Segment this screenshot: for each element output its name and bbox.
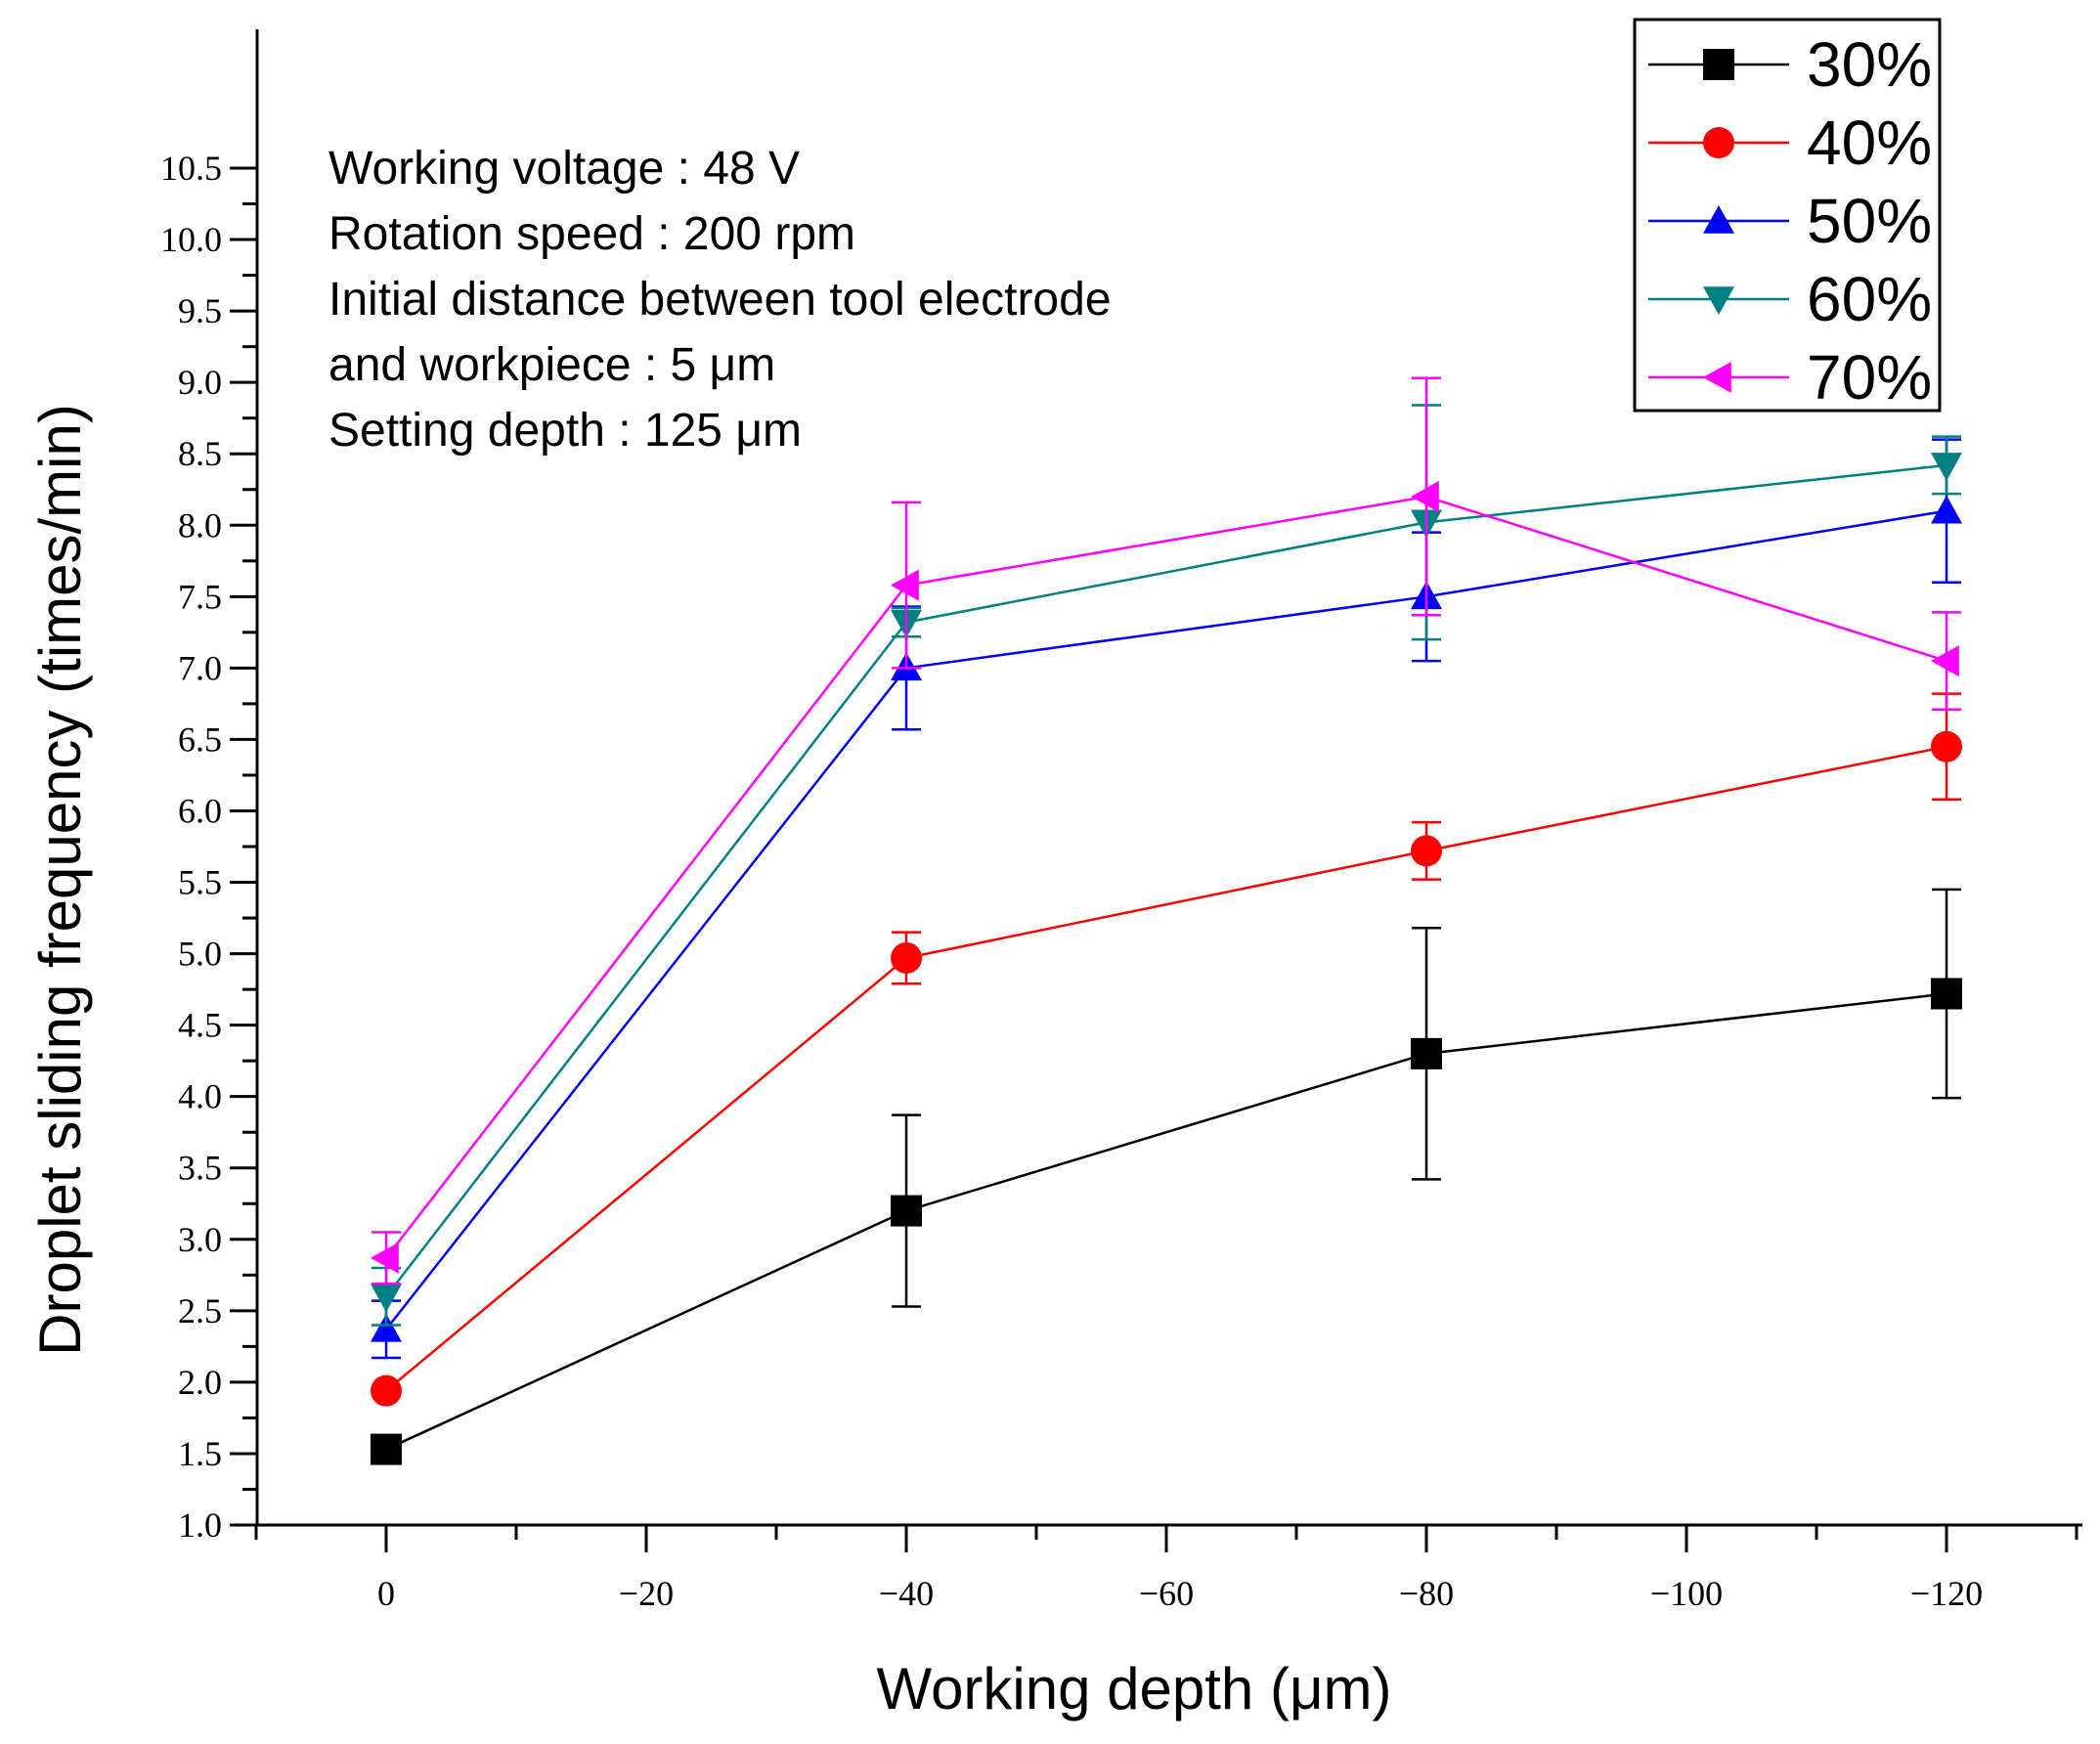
x-axis-title: Working depth (μm) [877,1656,1392,1722]
x-tick-label: −20 [619,1574,674,1613]
y-axis-title: Droplet sliding frequency (times/min) [27,404,93,1356]
y-tick-label: 9.0 [178,363,222,402]
data-point [1411,835,1442,867]
series-50pct [371,438,1962,1360]
legend-marker [1703,362,1731,393]
y-tick-label: 7.0 [178,648,222,687]
x-tick-label: −100 [1650,1574,1723,1613]
legend-label: 40% [1807,108,1932,178]
legend-marker [1703,205,1734,234]
legend-label: 30% [1807,29,1932,100]
data-point [371,1284,402,1313]
y-tick-label: 5.0 [178,935,222,974]
y-tick-label: 8.0 [178,505,222,545]
x-tick-label: −120 [1910,1574,1983,1613]
y-tick-label: 3.0 [178,1220,222,1259]
x-tick-label: −80 [1399,1574,1454,1613]
data-point [891,1195,922,1227]
series-40pct [371,692,1962,1407]
series-layer [371,376,1962,1465]
annotation-line: Setting depth : 125 μm [328,405,802,457]
legend-marker [1703,286,1734,315]
y-tick-label: 8.5 [178,434,222,473]
y-tick-label: 6.0 [178,791,222,830]
x-axis-ticks: 0 −20 −40 −60 −80 −100 −120 [254,1525,2078,1613]
data-point [891,569,919,601]
x-tick-label: 0 [377,1574,395,1613]
annotations: Working voltage : 48 V Rotation speed : 2… [328,143,1112,457]
annotation-line: and workpiece : 5 μm [328,339,775,391]
y-tick-label: 4.0 [178,1077,222,1116]
data-point [1931,645,1959,677]
y-tick-label: 7.5 [178,577,222,616]
data-point [1411,1037,1442,1069]
data-point [371,1433,402,1465]
series-line [385,509,1947,1330]
series-60pct [371,404,1962,1327]
y-tick-label: 5.5 [178,863,222,902]
data-point [1931,453,1962,481]
legend-marker [1703,127,1734,158]
y-tick-label: 1.5 [178,1434,222,1473]
data-point [371,1313,402,1342]
y-tick-label: 9.5 [178,291,222,330]
series-line [385,495,1947,1259]
y-tick-label: 2.0 [178,1363,222,1402]
series-line [385,463,1947,1297]
annotation-line: Initial distance between tool electrode [328,274,1112,326]
annotation-line: Working voltage : 48 V [328,143,800,195]
data-point [1411,481,1439,513]
legend-label: 70% [1807,342,1932,413]
y-tick-label: 10.0 [160,220,222,259]
y-tick-label: 3.5 [178,1149,222,1188]
y-tick-label: 1.0 [178,1505,222,1545]
series-70pct [371,376,1961,1286]
legend-label: 50% [1807,186,1932,256]
series-line [385,992,1947,1451]
legend-marker [1703,49,1734,80]
data-point [891,941,922,974]
x-tick-label: −40 [879,1574,934,1613]
data-point [1931,730,1962,763]
data-point [1931,978,1962,1010]
y-tick-label: 10.5 [160,149,222,188]
y-tick-label: 4.5 [178,1006,222,1045]
y-tick-label: 6.5 [178,719,222,759]
data-point [1931,495,1962,524]
annotation-line: Rotation speed : 200 rpm [328,208,855,260]
legend-box [1633,18,1942,413]
y-tick-label: 2.5 [178,1291,222,1330]
legend: 30% 40% 50% 60% 70% [1633,18,1942,413]
data-point [371,1242,399,1274]
data-point [371,1374,402,1407]
x-tick-label: −60 [1139,1574,1194,1613]
series-line [385,745,1947,1392]
legend-label: 60% [1807,264,1932,334]
y-axis-ticks: 1.0 1.5 2.0 2.5 3.0 3.5 4.0 4.5 5.0 5.5 6.0 6.5 7.0 7… [160,149,257,1545]
series-30pct [371,888,1962,1465]
